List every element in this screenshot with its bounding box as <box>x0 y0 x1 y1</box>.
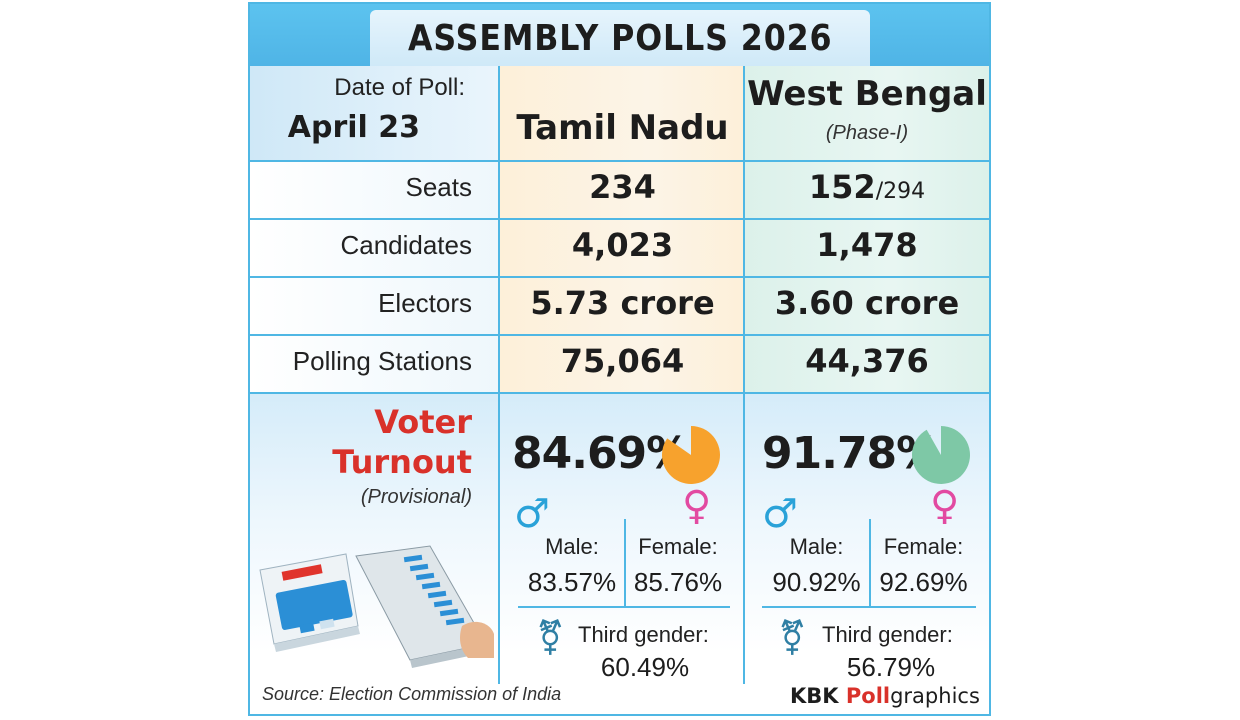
tn-electors: 5.73 crore <box>530 284 715 322</box>
tn-male-value: 83.57% <box>527 567 617 597</box>
tamil-nadu-column <box>500 66 745 394</box>
tn-third-label: Third gender: <box>578 622 709 647</box>
divider <box>624 519 626 607</box>
female-icon: ♀ <box>930 483 960 529</box>
state-name-west-bengal: West Bengal <box>747 74 987 114</box>
poll-date-label: Date of Poll: <box>334 74 465 101</box>
voter-turnout-line1: Voter <box>374 403 472 441</box>
voter-turnout-line2: Turnout <box>332 443 472 481</box>
brand-part1: KBK <box>790 684 846 708</box>
date-cell <box>250 66 500 160</box>
divider <box>498 66 500 394</box>
divider <box>250 218 989 220</box>
wb-third-label: Third gender: <box>822 622 953 647</box>
transgender-icon: ⚧ <box>536 618 565 658</box>
wb-pie-slice <box>912 426 970 484</box>
phase-label: (Phase-I) <box>825 122 909 144</box>
wb-seats-value: 152 <box>808 168 876 206</box>
divider <box>743 394 745 684</box>
divider <box>250 276 989 278</box>
tn-turnout: 84.69% <box>512 428 690 479</box>
tn-seats: 234 <box>589 168 656 206</box>
ballot-unit <box>355 545 494 668</box>
infographic-card: ASSEMBLY POLLS 2026 Date of Poll: April … <box>248 2 991 716</box>
wb-male-label: Male: <box>789 534 844 559</box>
row-shade-candidates <box>250 220 500 276</box>
brand-credit: KBK Pollgraphics <box>790 684 980 708</box>
title-box: ASSEMBLY POLLS 2026 <box>370 10 870 66</box>
wb-third-value: 56.79% <box>846 652 936 682</box>
poll-date-value: April 23 <box>287 110 420 145</box>
male-icon: ♂ <box>514 491 550 537</box>
voter-turnout-subtitle: (Provisional) <box>360 486 472 508</box>
voting-machine-illustration <box>259 545 494 668</box>
wb-turnout: 91.78% <box>762 428 940 479</box>
divider <box>498 394 500 684</box>
wb-seats: 152/294 <box>745 168 989 206</box>
divider <box>762 606 976 608</box>
tn-polling-stations: 75,064 <box>560 342 685 380</box>
row-label-polling-stations: Polling Stations <box>292 346 472 376</box>
row-shade-seats <box>250 162 500 218</box>
tn-female-label: Female: <box>638 534 718 559</box>
brand-part3: graphics <box>890 684 980 708</box>
tn-turnout-pie <box>662 426 720 484</box>
transgender-icon: ⚧ <box>778 618 807 658</box>
divider <box>869 519 871 607</box>
divider <box>250 160 989 162</box>
voter-turnout-title: Voter Turnout <box>250 402 472 482</box>
state-name-tamil-nadu: Tamil Nadu <box>516 108 729 148</box>
wb-seats-total: /294 <box>875 179 926 204</box>
source-note: Source: Election Commission of India <box>262 684 562 704</box>
row-label-electors: Electors <box>378 288 472 318</box>
row-label-candidates: Candidates <box>340 230 472 260</box>
divider <box>518 606 730 608</box>
divider <box>250 334 989 336</box>
divider <box>250 392 989 394</box>
tn-male-label: Male: <box>545 534 599 559</box>
page-title: ASSEMBLY POLLS 2026 <box>407 17 833 59</box>
row-shade-stations <box>250 336 500 392</box>
tn-candidates: 4,023 <box>571 226 674 264</box>
wb-candidates: 1,478 <box>816 226 918 264</box>
wb-electors: 3.60 crore <box>774 284 960 322</box>
divider <box>743 66 745 394</box>
west-bengal-column <box>745 66 989 394</box>
tn-pie-slice <box>662 426 720 484</box>
row-shade-electors <box>250 278 500 334</box>
wb-male-value: 90.92% <box>772 567 861 597</box>
female-icon: ♀ <box>682 483 712 529</box>
brand-part2: Poll <box>845 684 891 708</box>
wb-female-label: Female: <box>883 534 964 559</box>
tn-female-value: 85.76% <box>633 567 723 597</box>
male-icon: ♂ <box>762 491 798 537</box>
tn-third-value: 60.49% <box>600 652 690 682</box>
wb-female-value: 92.69% <box>879 567 968 597</box>
control-unit <box>259 553 360 652</box>
wb-polling-stations: 44,376 <box>805 342 929 380</box>
row-label-seats: Seats <box>405 172 473 202</box>
wb-turnout-pie <box>912 426 970 484</box>
